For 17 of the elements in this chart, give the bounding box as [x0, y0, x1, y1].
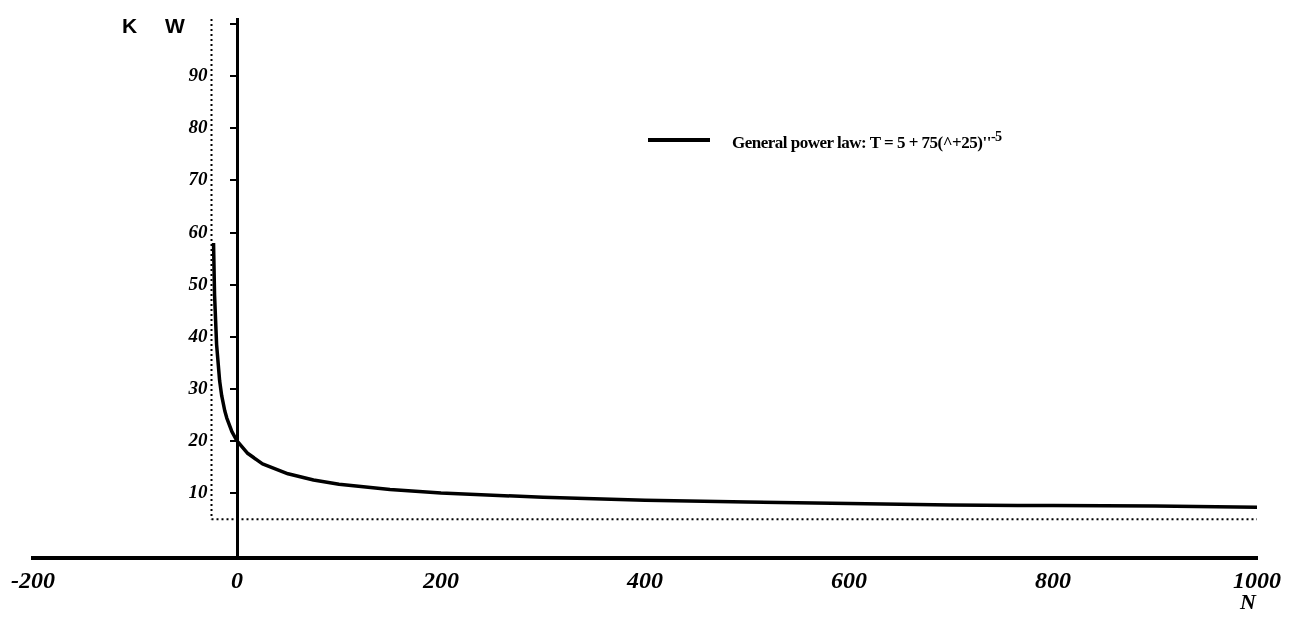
- y-tick-label: 80: [188, 116, 208, 138]
- y-tick-label: 30: [187, 376, 208, 398]
- y-tick-label: 20: [187, 428, 208, 450]
- y-tick-label: 60: [188, 220, 208, 242]
- x-tick-label: 800: [1035, 566, 1071, 593]
- x-tick-label: 0: [231, 566, 243, 593]
- legend-label: General power law: T = 5 + 75(^+25)''$^{-5}$: [732, 128, 1002, 153]
- y-tick-label: 90: [188, 64, 208, 86]
- x-tick-label: 200: [422, 566, 459, 593]
- x-tick-label: 400: [626, 566, 663, 593]
- y-tick-label: 50: [188, 272, 208, 294]
- y-tick-label: 70: [188, 168, 208, 190]
- y-tick-label: 10: [188, 480, 208, 502]
- y-axis-title: K W: [122, 14, 185, 38]
- y-tick-label: 40: [187, 324, 208, 346]
- x-tick-label: 600: [831, 566, 867, 593]
- x-tick-label: -200: [11, 566, 55, 593]
